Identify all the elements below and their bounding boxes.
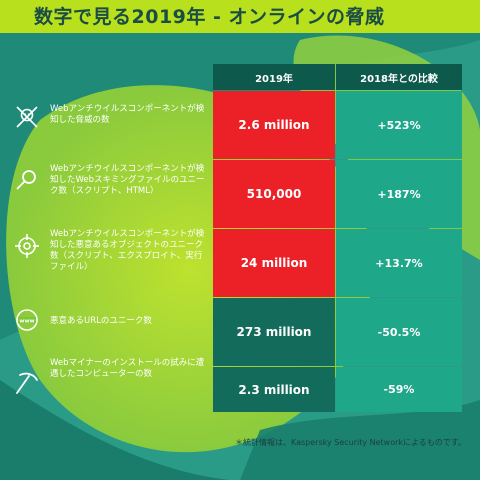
www-globe-icon: www: [16, 309, 38, 331]
row-label-threats: Webアンチウイルスコンポーネントが検知した脅威の数: [50, 104, 205, 125]
header-2019: 2019年: [213, 64, 335, 90]
row-label-skimming: Webアンチウイルスコンポーネントが検知したWebスキミングファイルのユニーク数…: [50, 164, 205, 196]
change-cell-malicious-urls: -50.5%: [336, 298, 462, 366]
change-cell-malicious-objects: +13.7%: [336, 229, 462, 297]
change-cell-threats: +523%: [336, 91, 462, 159]
value-cell-malicious-objects: 24 million: [213, 229, 335, 297]
header-comparison-2018: 2018年との比較: [336, 64, 462, 90]
value-cell-miners: 2.3 million: [213, 367, 335, 412]
target-crosshair-icon: [15, 234, 39, 258]
skull-crossbones-icon: [16, 106, 38, 128]
change-cell-skimming: +187%: [336, 160, 462, 228]
pickaxe-icon: [16, 372, 38, 394]
stats-table: 2019年 2018年との比較 2.6 million +523% 510,00…: [213, 64, 462, 412]
magnifier-icon: [16, 170, 36, 190]
footnote: ＊統計情報は、Kaspersky Security Networkによるものです…: [234, 438, 466, 447]
change-cell-miners: -59%: [336, 367, 462, 412]
value-cell-malicious-urls: 273 million: [213, 298, 335, 366]
row-label-miners: Webマイナーのインストールの試みに遭遇したコンピューターの数: [50, 358, 205, 379]
svg-text:www: www: [19, 318, 34, 324]
row-label-malicious-urls: 悪意あるURLのユニーク数: [50, 316, 152, 326]
value-cell-skimming: 510,000: [213, 160, 335, 228]
value-cell-threats: 2.6 million: [213, 91, 335, 159]
page-title: 数字で見る2019年 - オンラインの脅威: [34, 6, 385, 28]
row-label-malicious-objects: Webアンチウイルスコンポーネントが検知した悪意あるオブジェクトのユニーク数（ス…: [50, 229, 205, 272]
